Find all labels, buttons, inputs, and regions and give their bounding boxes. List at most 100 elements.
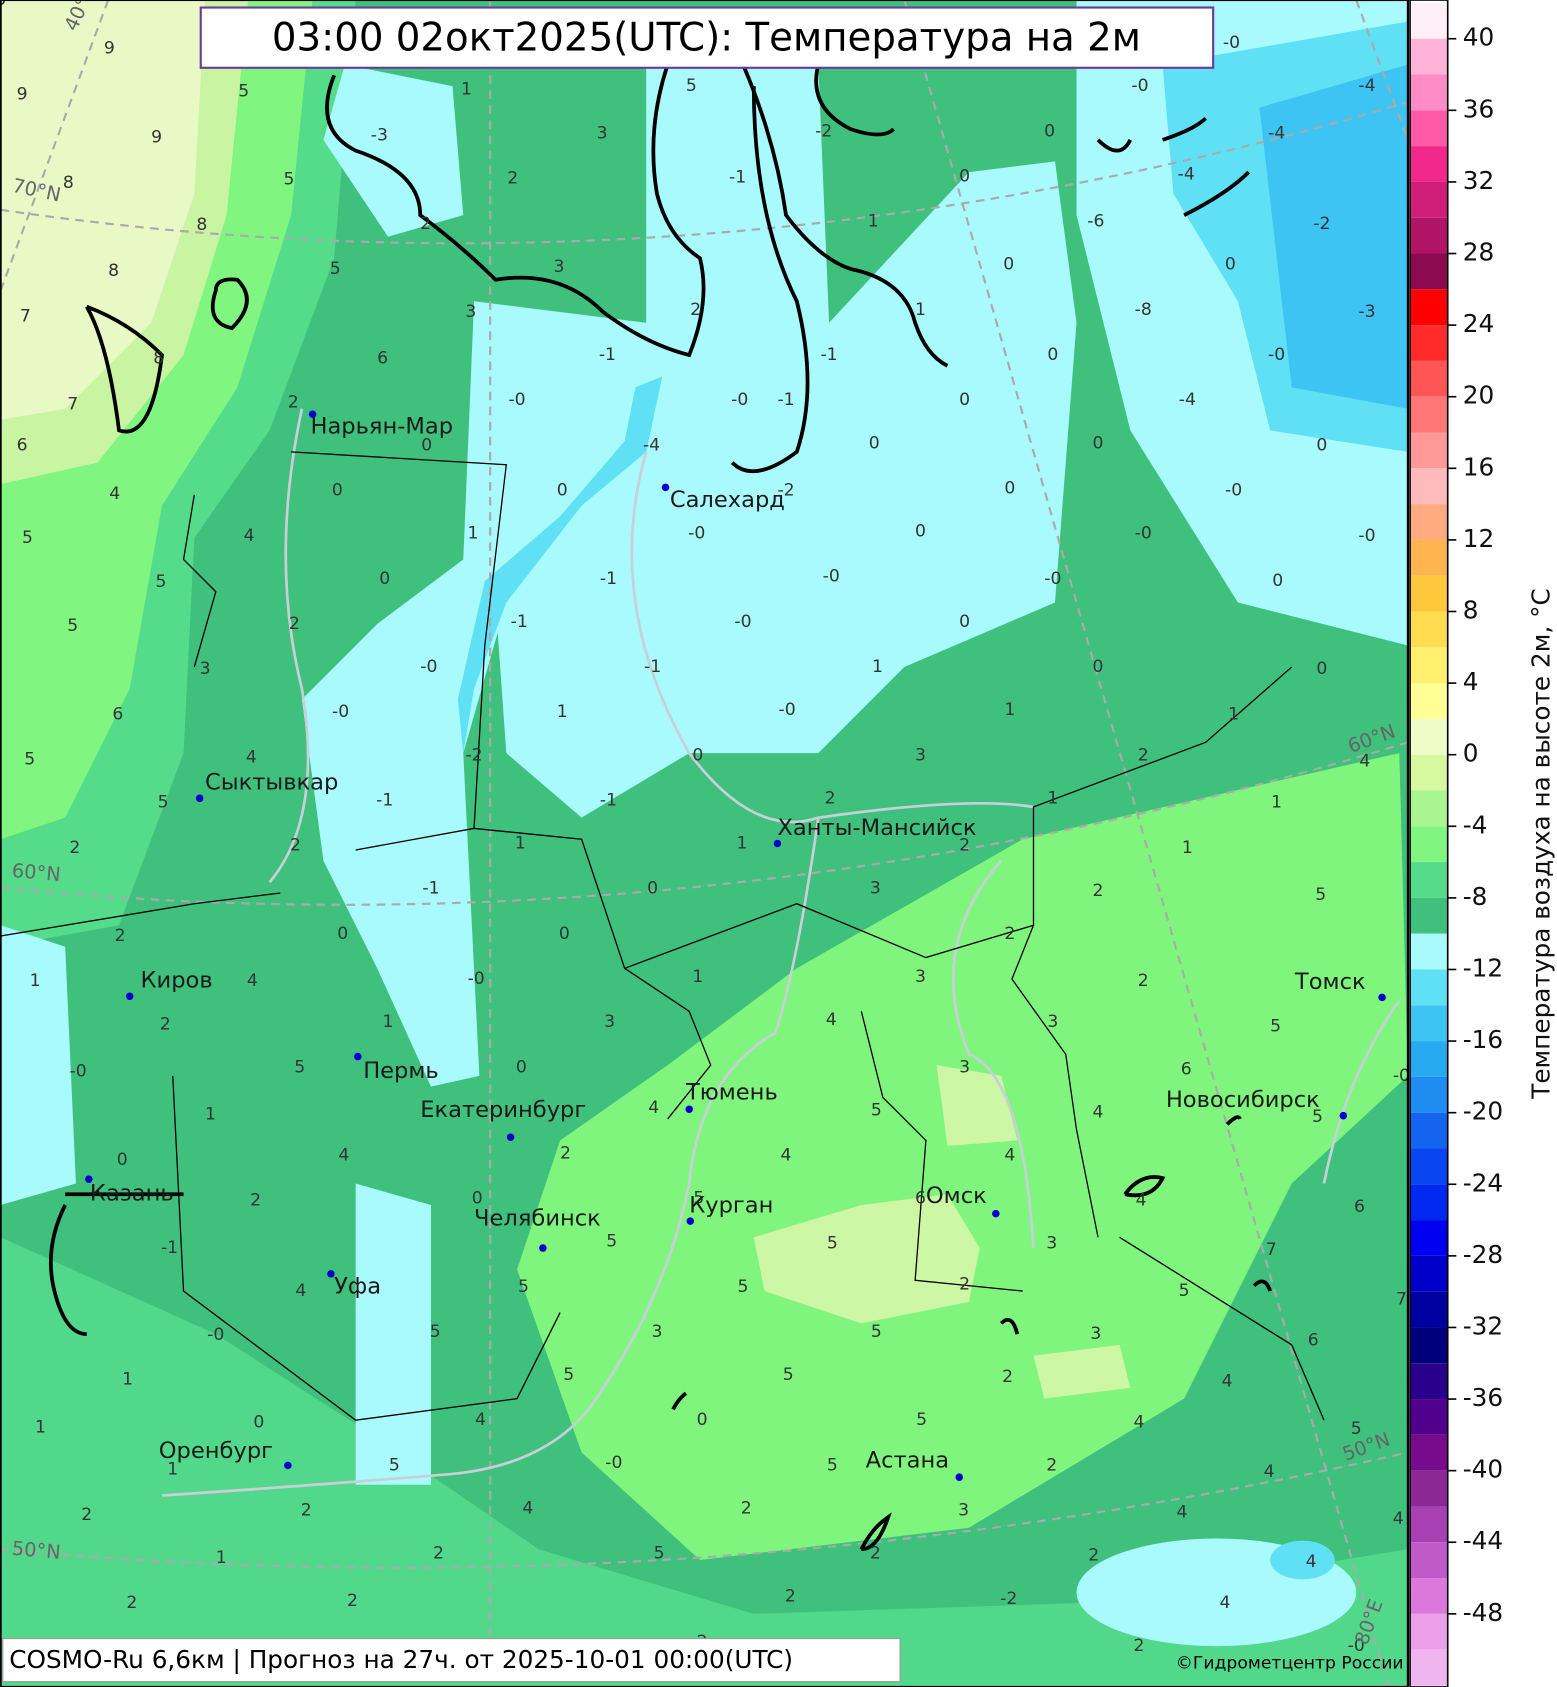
grid-value: 0 xyxy=(337,924,348,944)
grid-value: 5 xyxy=(738,1277,749,1297)
grid-value: 0 xyxy=(1004,478,1015,498)
grid-value: 4 xyxy=(1136,1191,1147,1211)
grid-value: 7 xyxy=(1266,1240,1277,1260)
grid-value: -2 xyxy=(465,745,482,765)
colorbar-bin xyxy=(1410,647,1448,684)
grid-value: 4 xyxy=(1004,1146,1015,1166)
city-dot xyxy=(284,1461,292,1470)
grid-value: 0 xyxy=(1316,659,1327,679)
city-label: Пермь xyxy=(363,1058,439,1084)
colorbar-tick-label: 0 xyxy=(1463,739,1479,768)
colorbar-bin xyxy=(1410,1148,1448,1185)
colorbar-tick-label: -36 xyxy=(1463,1383,1503,1412)
city-dot xyxy=(195,794,204,803)
grid-value: 1 xyxy=(915,300,926,320)
colorbar-bin xyxy=(1410,1112,1448,1149)
grid-value: -0 xyxy=(823,567,840,587)
grid-value: -0 xyxy=(605,1453,622,1473)
grid-value: 2 xyxy=(1088,1546,1099,1566)
grid-value: -2 xyxy=(1313,214,1330,234)
grid-value: 1 xyxy=(872,657,883,677)
grid-value: 6 xyxy=(377,348,388,368)
grid-value: 7 xyxy=(1396,1290,1407,1310)
colorbar-bin xyxy=(1410,1613,1448,1650)
grid-value: -0 xyxy=(1135,524,1152,544)
grid-value: 6 xyxy=(1181,1059,1192,1079)
colorbar-bin xyxy=(1410,253,1448,290)
grid-value: 2 xyxy=(1004,924,1015,944)
colorbar-bin xyxy=(1410,1291,1448,1328)
grid-value: 0 xyxy=(472,1189,483,1209)
grid-value: 0 xyxy=(959,166,970,186)
grid-value: 8 xyxy=(63,173,74,193)
grid-value: 9 xyxy=(151,128,162,148)
grid-value: 4 xyxy=(522,1498,533,1518)
grid-value: 2 xyxy=(81,1505,92,1525)
temp-zone xyxy=(1033,1344,1131,1399)
city-label: Новосибирск xyxy=(1166,1087,1320,1113)
colorbar-tick-label: 4 xyxy=(1463,667,1479,696)
grid-value: 2 xyxy=(433,1544,444,1564)
colorbar-bin xyxy=(1410,110,1448,147)
grid-value: 4 xyxy=(1133,1412,1144,1432)
grid-value: 2 xyxy=(289,614,300,634)
temp-zone xyxy=(457,376,663,754)
colorbar-bin xyxy=(1410,468,1448,505)
grid-value: 2 xyxy=(560,1143,571,1163)
city-label: Казань xyxy=(90,1181,174,1207)
grid-value: -0 xyxy=(779,700,796,720)
grid-value: 3 xyxy=(604,1012,615,1032)
colorbar-bin xyxy=(1410,38,1448,75)
grid-value: 2 xyxy=(1138,745,1149,765)
grid-value: 6 xyxy=(17,435,28,455)
grid-value: 3 xyxy=(958,1501,969,1521)
grid-value: 3 xyxy=(1090,1324,1101,1344)
grid-value: 2 xyxy=(1133,1636,1144,1656)
grid-value: -0 xyxy=(1225,481,1242,501)
colorbar-bin xyxy=(1410,1076,1448,1113)
temp-zone xyxy=(753,1194,980,1324)
grid-value: 0 xyxy=(1047,345,1058,365)
footer-box xyxy=(2,1638,901,1683)
grid-value: 4 xyxy=(338,1146,349,1166)
city-label: Астана xyxy=(866,1448,949,1474)
grid-value: 1 xyxy=(1228,704,1239,724)
grid-value: -3 xyxy=(371,126,388,146)
grid-value: 3 xyxy=(959,1057,970,1077)
colorbar-tick-label: -24 xyxy=(1463,1168,1503,1197)
grid-value: -0 xyxy=(332,702,349,722)
grid-value: 1 xyxy=(736,834,747,854)
grid-value: 5 xyxy=(1179,1281,1190,1301)
grid-value: 2 xyxy=(160,1014,171,1034)
grid-value: -4 xyxy=(1358,76,1375,96)
grid-value: 5 xyxy=(916,1410,927,1430)
grid-value: 1 xyxy=(467,524,478,544)
grid-value: -0 xyxy=(731,390,748,410)
grid-value: 2 xyxy=(741,1498,752,1518)
city-label: Омск xyxy=(926,1183,987,1209)
temp-zone xyxy=(517,753,1408,1561)
colorbar-bin xyxy=(1410,790,1448,827)
grid-value: -0 xyxy=(1044,569,1061,589)
city-dot xyxy=(686,1217,695,1225)
graticule-label: 60°N xyxy=(11,859,62,886)
temp-zone xyxy=(936,1065,1018,1146)
colorbar-bin xyxy=(1410,360,1448,397)
city-label: Ханты-Мансийск xyxy=(777,815,976,841)
city-label: Киров xyxy=(140,968,212,994)
temp-zone xyxy=(495,43,1077,818)
grid-value: -4 xyxy=(1268,123,1285,143)
colorbar-frame xyxy=(1409,0,1449,1687)
grid-value: 5 xyxy=(294,1057,305,1077)
grid-value: 6 xyxy=(1354,1197,1365,1217)
borders xyxy=(0,451,1325,1421)
city-dot xyxy=(1378,993,1386,1002)
grid-value: -0 xyxy=(420,657,437,677)
grid-value: -2 xyxy=(815,121,832,141)
grid-value: 5 xyxy=(158,793,169,813)
colorbar-bin xyxy=(1410,504,1448,540)
grid-value: -0 xyxy=(688,524,705,544)
colorbar-tick-label: 32 xyxy=(1463,166,1494,195)
grid-value: -0 xyxy=(1393,1066,1410,1086)
grid-value: -1 xyxy=(376,790,393,810)
